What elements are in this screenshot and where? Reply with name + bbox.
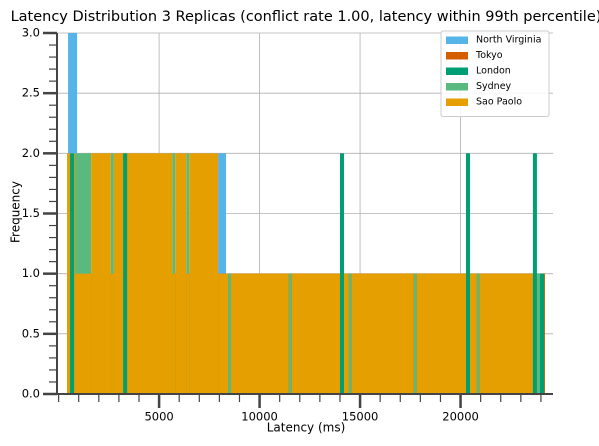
bars bbox=[67, 33, 545, 394]
histogram-bar bbox=[218, 273, 229, 394]
histogram-bar bbox=[339, 153, 344, 394]
histogram-bar bbox=[123, 153, 128, 394]
histogram-bar bbox=[110, 273, 114, 394]
histogram-bar bbox=[540, 273, 545, 394]
histogram-bar bbox=[75, 273, 92, 394]
legend-swatch bbox=[446, 36, 468, 44]
legend-swatch bbox=[446, 98, 468, 106]
y-tick-label: 1.5 bbox=[22, 206, 40, 220]
legend-swatch bbox=[446, 67, 468, 75]
histogram-bar bbox=[476, 273, 480, 394]
histogram-bar bbox=[189, 153, 219, 394]
histogram-bar bbox=[479, 273, 537, 394]
legend-label: North Virginia bbox=[476, 35, 541, 46]
x-tick-label: 10000 bbox=[241, 410, 278, 424]
histogram-bar bbox=[113, 153, 173, 394]
histogram-bar bbox=[228, 273, 232, 394]
histogram-bar bbox=[288, 273, 292, 394]
histogram-bar bbox=[291, 273, 349, 394]
y-tick-label: 3.0 bbox=[22, 26, 40, 40]
legend-label: Tokyo bbox=[475, 50, 503, 61]
axes: 5000 10000 15000 20000 0.0 0.5 1.0 1.5 2.0 2.5 3.0 bbox=[22, 26, 553, 424]
y-tick-label: 2.0 bbox=[22, 146, 40, 160]
legend-label: Sao Paolo bbox=[476, 97, 522, 108]
histogram-bar bbox=[231, 273, 289, 394]
histogram-bar bbox=[70, 153, 75, 394]
x-tick-label: 20000 bbox=[442, 410, 479, 424]
y-axis-label: Frequency bbox=[9, 181, 23, 243]
chart-title: Latency Distribution 3 Replicas (conflic… bbox=[11, 9, 599, 25]
legend-swatch bbox=[446, 83, 468, 91]
x-axis-label: Latency (ms) bbox=[267, 421, 346, 435]
y-tick-label: 2.5 bbox=[22, 86, 40, 100]
x-tick-label: 15000 bbox=[342, 410, 379, 424]
y-tick-label: 0.0 bbox=[22, 387, 40, 401]
histogram-bar bbox=[465, 153, 470, 394]
y-tick-label: 1.0 bbox=[22, 266, 40, 280]
y-tick-label: 0.5 bbox=[22, 326, 40, 340]
histogram-bar bbox=[413, 273, 417, 394]
histogram-bar bbox=[186, 273, 190, 394]
legend-swatch bbox=[446, 52, 468, 60]
histogram-bar bbox=[172, 273, 176, 394]
histogram-bar bbox=[175, 153, 187, 394]
histogram-bar bbox=[91, 153, 111, 394]
x-tick-label: 5000 bbox=[144, 410, 173, 424]
legend-label: Sydney bbox=[476, 81, 512, 92]
histogram-bar bbox=[351, 273, 414, 394]
legend-label: London bbox=[476, 66, 511, 77]
histogram-bar bbox=[348, 273, 352, 394]
histogram-bar bbox=[536, 273, 541, 394]
histogram-bar bbox=[532, 153, 537, 394]
